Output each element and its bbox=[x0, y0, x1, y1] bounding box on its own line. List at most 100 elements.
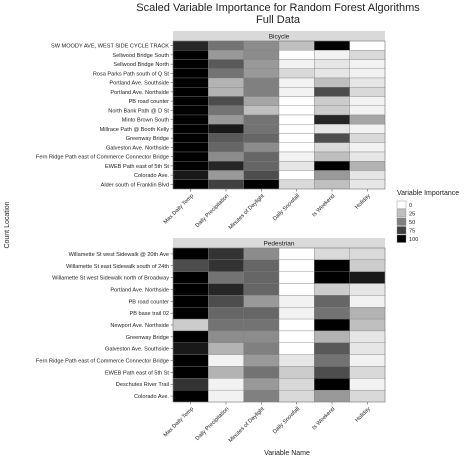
heatmap-cell bbox=[172, 295, 209, 308]
heatmap-cell bbox=[208, 133, 244, 143]
heatmap-cell bbox=[172, 68, 209, 79]
heatmap-cell bbox=[349, 114, 386, 125]
heatmap-cell bbox=[243, 59, 280, 69]
heatmap-cell bbox=[278, 307, 315, 320]
heatmap-cell bbox=[243, 307, 280, 320]
heatmap-cell bbox=[314, 247, 350, 261]
heatmap-cell bbox=[349, 366, 386, 379]
heatmap-cell bbox=[278, 50, 315, 60]
heatmap-cell bbox=[172, 50, 209, 60]
heatmap-cell bbox=[314, 389, 350, 403]
row-label: Willamette St west Sidewalk north of Bro… bbox=[52, 276, 169, 282]
row-label: North Bank Path @ D St bbox=[108, 108, 169, 114]
heatmap-cell bbox=[172, 59, 209, 69]
heatmap-cell bbox=[208, 247, 244, 261]
heatmap-cell bbox=[314, 179, 350, 190]
heatmap-cell bbox=[172, 114, 209, 125]
heatmap-cell bbox=[208, 259, 244, 272]
heatmap-cell bbox=[208, 283, 244, 296]
row-label: Greenway Bridge bbox=[126, 335, 169, 341]
heatmap-cell bbox=[208, 77, 244, 88]
heatmap-cell bbox=[208, 330, 244, 343]
heatmap-cell bbox=[172, 307, 209, 320]
legend: Variable Importance 0 25 50 75 100 bbox=[396, 190, 459, 243]
heatmap-cell bbox=[243, 142, 280, 153]
row-label: Willamette St east Sidewalk south of 24t… bbox=[66, 264, 169, 270]
heatmap-cell bbox=[314, 59, 350, 69]
heatmap-cell bbox=[278, 247, 315, 261]
heatmap-cell bbox=[172, 124, 209, 134]
heatmap-cell bbox=[208, 271, 244, 284]
panel-strip-label: Bicycle bbox=[269, 34, 290, 41]
heatmap-cell bbox=[172, 133, 209, 143]
heatmap-cell bbox=[172, 342, 209, 355]
heatmap-cell bbox=[172, 142, 209, 153]
heatmap-cell bbox=[243, 330, 280, 343]
column-label: Is Weekend bbox=[311, 406, 336, 431]
heatmap-cell bbox=[243, 114, 280, 125]
column-label: Daily Precipitation bbox=[195, 193, 231, 229]
heatmap-cell bbox=[243, 247, 280, 261]
legend-swatch bbox=[396, 217, 407, 226]
heatmap-cell bbox=[349, 151, 386, 162]
heatmap-cell bbox=[172, 283, 209, 296]
heatmap-cell bbox=[172, 77, 209, 88]
heatmap-cell bbox=[208, 96, 244, 106]
heatmap-cell bbox=[208, 124, 244, 134]
heatmap-cell bbox=[243, 50, 280, 60]
heatmap-cell bbox=[349, 96, 386, 106]
heatmap-cell bbox=[278, 342, 315, 355]
heatmap-cell bbox=[314, 161, 350, 171]
heatmap-cell bbox=[243, 124, 280, 134]
legend-label: 0 bbox=[409, 203, 412, 209]
heatmap-cell bbox=[314, 87, 350, 97]
heatmap-cell bbox=[314, 40, 350, 51]
heatmap-cell bbox=[243, 295, 280, 308]
heatmap-cell bbox=[243, 354, 280, 367]
heatmap-cell bbox=[314, 354, 350, 367]
heatmap-cell bbox=[349, 330, 386, 343]
heatmap-cell bbox=[314, 307, 350, 320]
heatmap-cell bbox=[172, 96, 209, 106]
heatmap-cell bbox=[349, 179, 386, 190]
heatmap-cell bbox=[314, 295, 350, 308]
heatmap-cell bbox=[278, 170, 315, 180]
row-label: Galveston Ave. Northside bbox=[106, 145, 169, 151]
heatmap-cell bbox=[314, 366, 350, 379]
heatmap-cell bbox=[172, 179, 209, 190]
heatmap-cell bbox=[314, 105, 350, 116]
heatmap-cell bbox=[208, 105, 244, 116]
heatmap-cell bbox=[349, 295, 386, 308]
heatmap-cell bbox=[243, 96, 280, 106]
row-label: Millrace Path @ Booth Kelly bbox=[100, 127, 170, 133]
heatmap-cell bbox=[208, 295, 244, 308]
column-label: Minutes of Daylight bbox=[228, 406, 266, 444]
heatmap-cell bbox=[208, 142, 244, 153]
row-label: Greenway Bridge bbox=[126, 136, 169, 142]
heatmap-cell bbox=[278, 68, 315, 79]
row-label: Fern Ridge Path east of Commerce Connect… bbox=[36, 359, 169, 365]
heatmap-cell bbox=[349, 283, 386, 296]
heatmap-cell bbox=[278, 59, 315, 69]
panel-strip bbox=[173, 238, 385, 248]
heatmap-cell bbox=[314, 342, 350, 355]
column-label: Max Daily Temp bbox=[163, 406, 195, 438]
legend-label: 75 bbox=[409, 229, 415, 235]
row-label: SW MOODY AVE, WEST SIDE CYCLE TRACK bbox=[51, 44, 169, 50]
heatmap-cell bbox=[278, 271, 315, 284]
panel-strip bbox=[173, 31, 385, 41]
panel-strip-label: Pedestrian bbox=[263, 241, 294, 248]
row-label: Portland Ave. Southside bbox=[109, 81, 169, 87]
heatmap-cell bbox=[243, 170, 280, 180]
heatmap-cell bbox=[349, 259, 386, 272]
heatmap-cell bbox=[349, 133, 386, 143]
heatmap-cell bbox=[172, 389, 209, 403]
column-label: Daily Precipitation bbox=[195, 406, 231, 442]
row-label: PB road counter bbox=[129, 299, 170, 305]
heatmap-cell bbox=[208, 68, 244, 79]
heatmap-cell bbox=[172, 170, 209, 180]
row-label: Rosa Parks Path south of Q St bbox=[93, 71, 170, 77]
row-label: PB road counter bbox=[129, 99, 170, 105]
heatmap-cell bbox=[172, 354, 209, 367]
